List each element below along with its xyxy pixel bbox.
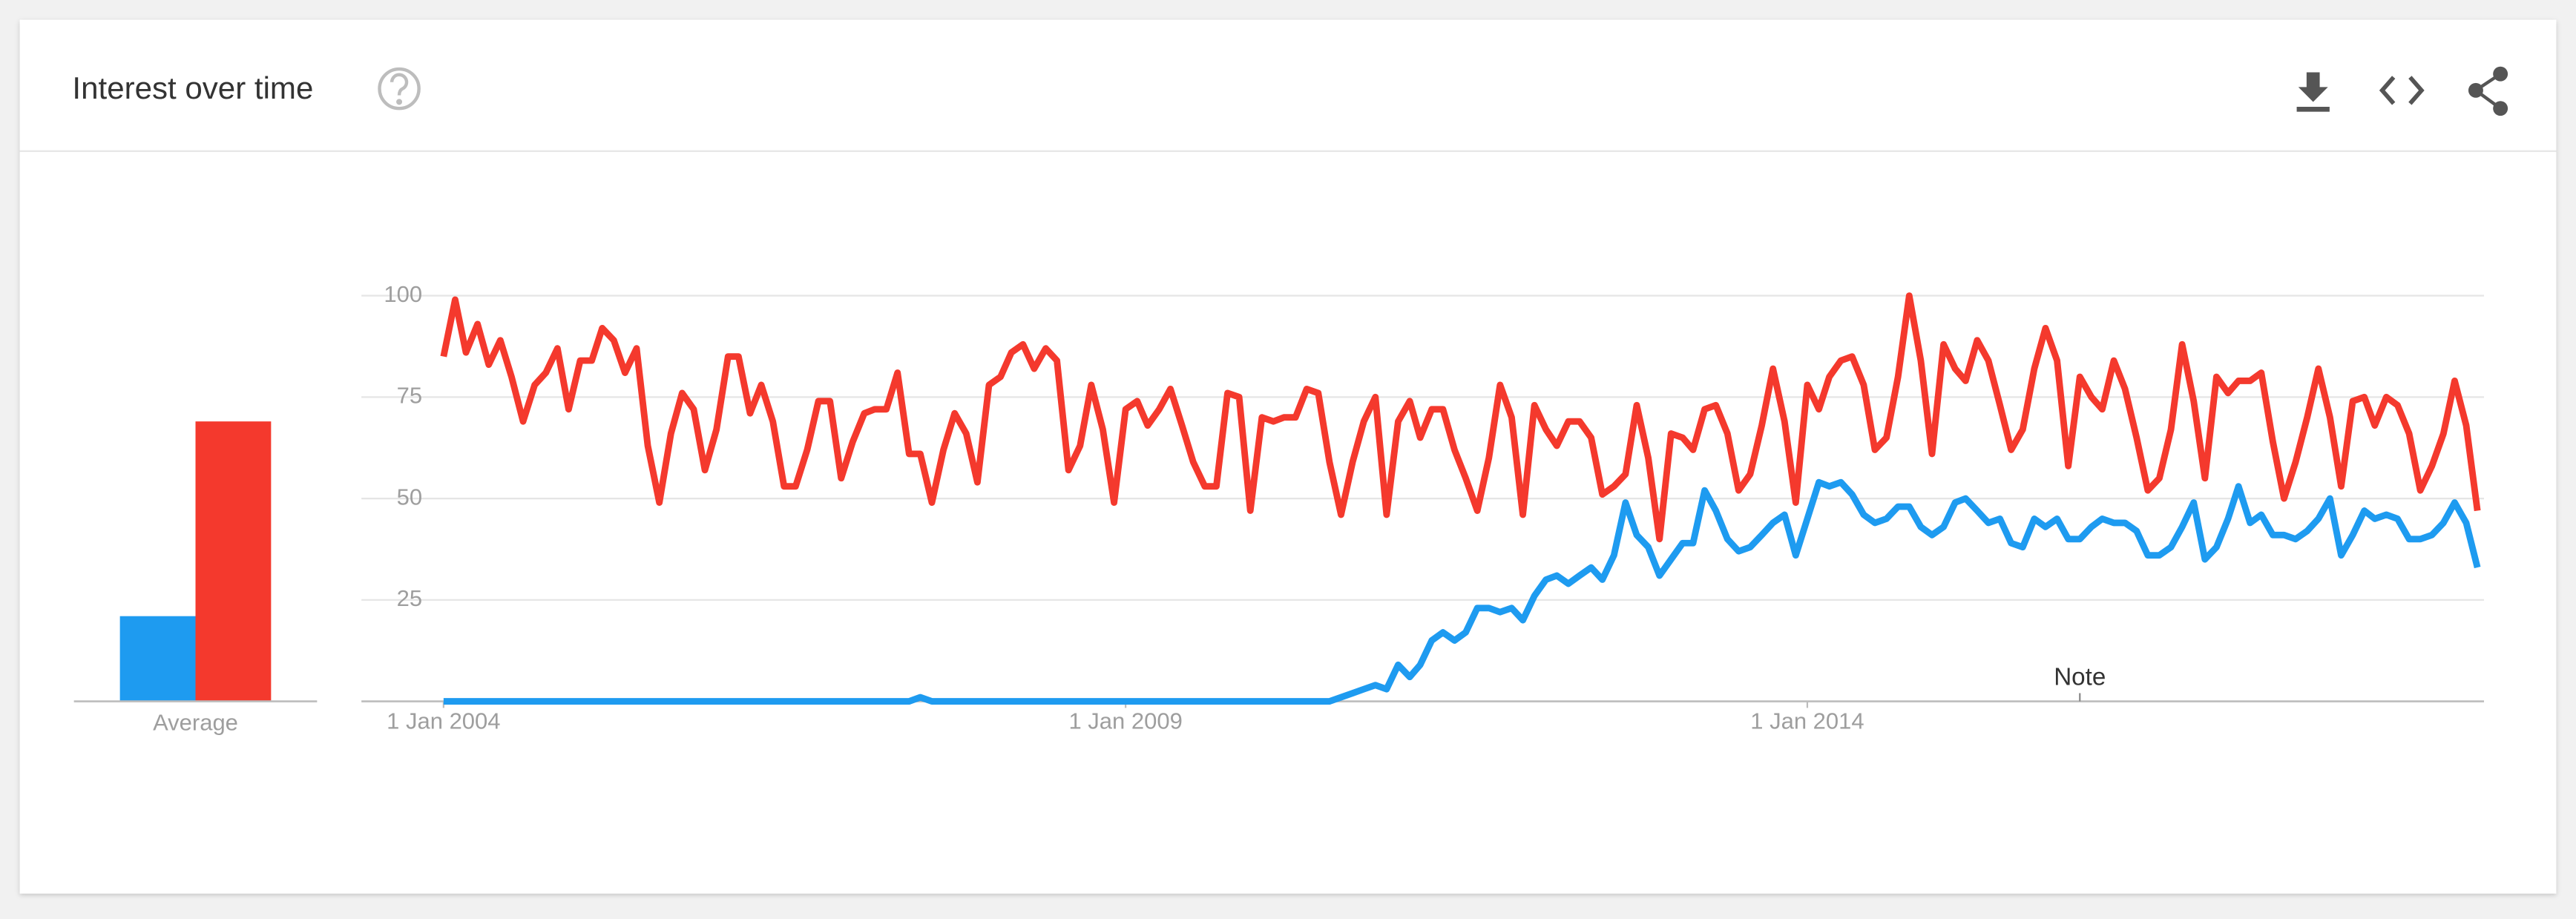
bar [119,616,196,702]
embed-button[interactable] [2379,76,2425,105]
series-line [440,292,2481,543]
card [19,19,2557,894]
x-tick-label: 1 Jan 2014 [1750,708,1864,734]
bar [195,421,272,702]
y-tick-label: 50 [397,484,422,510]
series-line [443,478,2481,705]
annotation-label: Note [2054,663,2106,691]
y-tick-label: 25 [397,585,422,611]
y-tick-label: 100 [384,281,422,307]
help-icon[interactable] [378,67,421,111]
y-tick-label: 75 [397,383,422,409]
x-tick-label: 1 Jan 2009 [1068,708,1182,734]
share-button[interactable] [2468,66,2508,116]
card-title: Interest over time [72,70,313,105]
x-tick-label: 1 Jan 2004 [387,708,500,734]
download-button[interactable] [2296,72,2330,112]
x-tick-label: Average [153,710,238,736]
